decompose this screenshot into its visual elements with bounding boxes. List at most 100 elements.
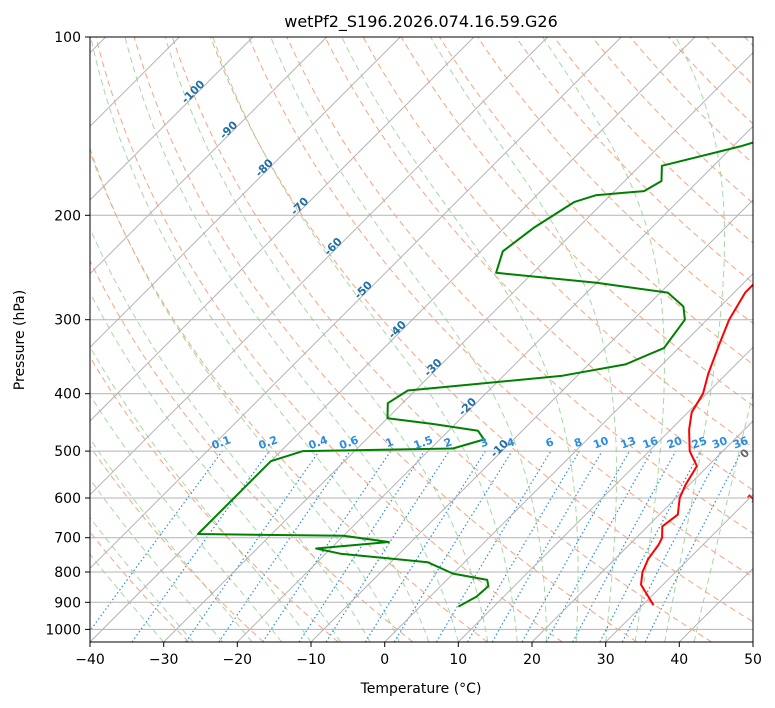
sounding-series bbox=[197, 141, 753, 608]
x-tick-label: 0 bbox=[380, 652, 389, 668]
isotherm-line bbox=[90, 37, 401, 349]
y-tick-label: 600 bbox=[54, 491, 81, 507]
isotherm-line bbox=[531, 420, 753, 642]
y-tick-label: 500 bbox=[54, 444, 81, 460]
isotherm-line bbox=[163, 51, 753, 642]
chart-title: wetPf2_S196.2026.074.16.59.G26 bbox=[284, 12, 558, 32]
dry-adiabats bbox=[90, 37, 753, 642]
mixing-ratio-line bbox=[364, 450, 486, 642]
moist-adiabat-label: 10 bbox=[745, 485, 765, 505]
y-tick-label: 100 bbox=[54, 30, 81, 46]
mixing-ratio-line bbox=[491, 450, 603, 642]
moist-adiabat bbox=[90, 291, 341, 642]
isotherm-line bbox=[90, 37, 622, 570]
dry-adiabat bbox=[248, 37, 753, 578]
x-tick-label: 30 bbox=[597, 652, 615, 668]
moist-adiabat bbox=[270, 37, 548, 642]
plot-frame bbox=[89, 36, 754, 643]
skewed-isotherms bbox=[90, 37, 753, 642]
mixing-ratio-line bbox=[572, 450, 677, 642]
mixing-ratio-label: 30 bbox=[710, 434, 729, 452]
mixing-ratio-label: 0.1 bbox=[210, 433, 233, 452]
x-tick-label: −10 bbox=[296, 652, 326, 668]
mixing-ratio-line bbox=[435, 450, 552, 642]
isotherm-line bbox=[384, 272, 753, 642]
x-axis-label: Temperature (°C) bbox=[360, 681, 482, 697]
mixing-ratio-line bbox=[218, 450, 351, 642]
dry-adiabat bbox=[133, 37, 638, 642]
dry-adiabat bbox=[95, 37, 563, 642]
mixing-ratio-label: 1 bbox=[384, 435, 396, 450]
isotherm-line bbox=[90, 37, 549, 496]
y-axis-label: Pressure (hPa) bbox=[12, 290, 28, 390]
y-tick-label: 900 bbox=[54, 595, 81, 611]
isotherm-line bbox=[605, 493, 753, 642]
moist-adiabat bbox=[212, 37, 518, 642]
moist-adiabat bbox=[90, 227, 371, 642]
y-tick-label: 1000 bbox=[45, 622, 81, 638]
isotherm-line bbox=[90, 37, 254, 201]
mixing-ratio-label: 0.6 bbox=[338, 433, 361, 452]
moist-adiabat bbox=[693, 390, 753, 642]
x-tick-label: 10 bbox=[449, 652, 467, 668]
mixing-ratio-label: 10 bbox=[591, 434, 610, 452]
mixing-ratio-label: 36 bbox=[731, 434, 750, 452]
moist-adiabat bbox=[542, 37, 665, 642]
x-tick-label: −30 bbox=[149, 652, 179, 668]
isotherm-line bbox=[90, 37, 328, 275]
dry-adiabat bbox=[629, 37, 753, 165]
x-tick-label: −20 bbox=[223, 652, 253, 668]
mixing-ratio-line bbox=[90, 450, 223, 632]
isotherm-line bbox=[90, 37, 696, 642]
mixing-ratio-label: 0.4 bbox=[307, 433, 330, 452]
mixing-ratio-line bbox=[521, 450, 631, 642]
mixing-ratio-label: 3 bbox=[478, 435, 490, 450]
dry-adiabat bbox=[171, 37, 712, 642]
dry-adiabat bbox=[591, 37, 753, 204]
dry-adiabat bbox=[400, 37, 753, 407]
moist-adiabat bbox=[341, 37, 579, 642]
dry-adiabat bbox=[477, 37, 753, 325]
dry-adiabat bbox=[90, 445, 264, 642]
mixing-ratio-line bbox=[393, 450, 513, 642]
isotherm-line bbox=[457, 346, 753, 642]
y-tick-label: 200 bbox=[54, 208, 81, 224]
y-tick-label: 400 bbox=[54, 387, 81, 403]
mixing-ratio-label: 8 bbox=[572, 435, 584, 450]
moist-adiabat bbox=[90, 394, 282, 642]
dry-adiabat bbox=[210, 37, 753, 623]
y-tick-label: 700 bbox=[54, 531, 81, 547]
mixing-ratio-line bbox=[325, 450, 450, 642]
x-tick-label: 50 bbox=[744, 652, 762, 668]
mixing-ratio-label: 1.5 bbox=[412, 433, 435, 452]
mixing-ratio-label: 25 bbox=[690, 434, 709, 451]
mixing-ratio-label: 13 bbox=[619, 434, 638, 451]
isotherm-line bbox=[90, 37, 475, 422]
y-axis-ticks: 1000 900 800 700 600 500 400 300 200 100 bbox=[45, 30, 90, 638]
moist-adiabat bbox=[664, 37, 726, 642]
mixing-ratio-line bbox=[131, 450, 270, 642]
mixing-ratio-label: 20 bbox=[665, 434, 684, 452]
mixing-ratio-line bbox=[466, 450, 580, 642]
plot-area: -100-90-80-70-60-50-40-30-20-100.1 0.2 0.4… bbox=[90, 37, 765, 642]
moist-adiabat bbox=[90, 437, 253, 642]
dry-adiabat bbox=[515, 37, 753, 284]
mixing-ratio-label: 2 bbox=[442, 435, 454, 450]
mixing-ratio-label: 6 bbox=[544, 435, 556, 450]
mixing-ratio-lines bbox=[90, 450, 743, 642]
dry-adiabat bbox=[90, 259, 414, 642]
isotherm-line bbox=[236, 125, 753, 642]
moist-adiabat bbox=[124, 37, 459, 642]
mixing-ratio-label: 0.2 bbox=[257, 433, 280, 452]
moist-adiabat bbox=[90, 37, 430, 642]
mixing-ratio-label: 16 bbox=[641, 434, 660, 452]
dry-adiabat bbox=[324, 37, 753, 491]
moist-adiabat bbox=[90, 553, 165, 642]
y-tick-label: 800 bbox=[54, 565, 81, 581]
x-tick-label: 20 bbox=[523, 652, 541, 668]
y-tick-label: 300 bbox=[54, 313, 81, 329]
moist-adiabats bbox=[90, 37, 753, 642]
temperature-profile bbox=[640, 283, 753, 606]
